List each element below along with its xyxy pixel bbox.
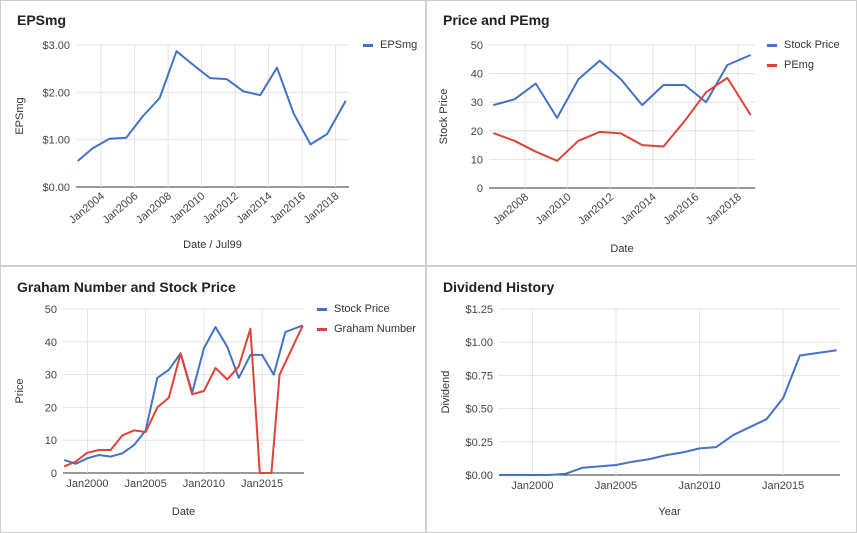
legend-swatch	[317, 308, 327, 311]
series-line	[63, 324, 304, 474]
y-tick-label: 50	[471, 40, 483, 52]
y-tick-label: 40	[471, 69, 483, 81]
x-tick-label: Jan2012	[576, 191, 616, 227]
x-axis-label: Date	[172, 506, 195, 518]
y-axis-label: Stock Price	[438, 89, 450, 145]
series-line	[492, 76, 752, 162]
legend-label: EPSmg	[380, 39, 417, 51]
y-tick-label: $0.00	[42, 182, 70, 194]
y-tick-label: 30	[471, 97, 483, 109]
legend-swatch	[767, 44, 777, 47]
x-tick-label: Jan2010	[167, 190, 207, 226]
chart-title: Graham Number and Stock Price	[17, 279, 236, 295]
chart-svg: EPSmg$0.00$1.00$2.00$3.00Jan2004Jan2006J…	[14, 12, 417, 251]
y-tick-label: 50	[45, 304, 57, 316]
y-tick-label: $0.25	[465, 437, 493, 449]
legend-label: PEmg	[784, 59, 814, 71]
y-tick-label: $1.25	[465, 304, 493, 316]
x-tick-label: Jan2005	[125, 478, 167, 490]
x-tick-label: Jan2014	[234, 190, 274, 226]
legend-label: Graham Number	[334, 323, 416, 335]
series-line	[493, 54, 752, 119]
x-tick-label: Jan2008	[134, 190, 174, 226]
y-tick-label: 20	[471, 126, 483, 138]
dividend-chart-panel: Dividend History $0.00 $0.25 $0.50 $0.75 $1.0…	[426, 266, 857, 533]
y-tick-label: 40	[45, 337, 57, 349]
x-tick-label: Jan2008	[491, 191, 531, 227]
x-tick-label: Jan2010	[678, 480, 720, 492]
x-tick-label: Jan2015	[241, 478, 283, 490]
x-axis-label: Date	[610, 243, 633, 255]
series-line	[77, 50, 347, 162]
y-tick-label: 0	[477, 183, 483, 195]
eps-chart-panel: EPSmg $0.00 $1.00 $2.00 $3.00 Jan2004 Jan2006 J…	[0, 0, 426, 266]
series-line	[499, 349, 837, 476]
chart-title: Price and PEmg	[443, 12, 550, 28]
y-tick-label: $0.50	[465, 404, 493, 416]
y-tick-label: 0	[51, 468, 57, 480]
x-axis-label: Year	[658, 506, 681, 518]
x-tick-label: Jan2006	[100, 190, 140, 226]
x-tick-label: Jan2016	[268, 190, 308, 226]
x-tick-label: Jan2010	[534, 191, 574, 227]
x-tick-label: Jan2015	[762, 480, 804, 492]
x-tick-label: Jan2000	[511, 480, 553, 492]
y-tick-label: 10	[45, 435, 57, 447]
legend-swatch	[767, 64, 777, 67]
y-axis-label: Price	[14, 378, 26, 403]
legend-label: Stock Price	[784, 39, 840, 51]
y-tick-label: 10	[471, 154, 483, 166]
legend-swatch	[363, 44, 373, 47]
chart-svg: Graham Number and Stock Price 0 10 20 30 40 50…	[14, 279, 416, 518]
y-tick-label: $1.00	[465, 337, 493, 349]
x-tick-label: Jan2004	[67, 190, 107, 226]
y-tick-label: $0.75	[465, 370, 493, 382]
y-tick-label: $0.00	[465, 470, 493, 482]
y-tick-label: $3.00	[42, 40, 70, 52]
x-tick-label: Jan2010	[183, 478, 225, 490]
y-tick-label: $1.00	[42, 135, 70, 147]
x-tick-label: Jan2018	[704, 191, 744, 227]
x-tick-label: Jan2018	[301, 190, 341, 226]
x-axis-label: Date / Jul99	[183, 239, 242, 251]
series-line	[63, 324, 304, 465]
y-tick-label: $2.00	[42, 87, 70, 99]
chart-title: Dividend History	[443, 279, 554, 295]
y-tick-label: 30	[45, 370, 57, 382]
x-tick-label: Jan2014	[619, 191, 659, 227]
x-tick-label: Jan2000	[66, 478, 108, 490]
graham-chart-panel: Graham Number and Stock Price 0 10 20 30 40 50…	[0, 266, 426, 533]
legend-label: Stock Price	[334, 303, 390, 315]
y-axis-label: Dividend	[440, 371, 452, 414]
legend-swatch	[317, 328, 327, 331]
chart-svg: Dividend History $0.00 $0.25 $0.50 $0.75 $1.0…	[440, 279, 840, 518]
y-axis-label: EPSmg	[14, 97, 26, 134]
price-pe-chart-panel: Price and PEmg 0 10 20 30 40 50 Jan2008 Jan2010 J…	[426, 0, 857, 266]
x-tick-label: Jan2016	[661, 191, 701, 227]
y-tick-label: 20	[45, 402, 57, 414]
x-tick-label: Jan2005	[595, 480, 637, 492]
x-tick-label: Jan2012	[201, 190, 241, 226]
chart-title: EPSmg	[17, 12, 66, 28]
